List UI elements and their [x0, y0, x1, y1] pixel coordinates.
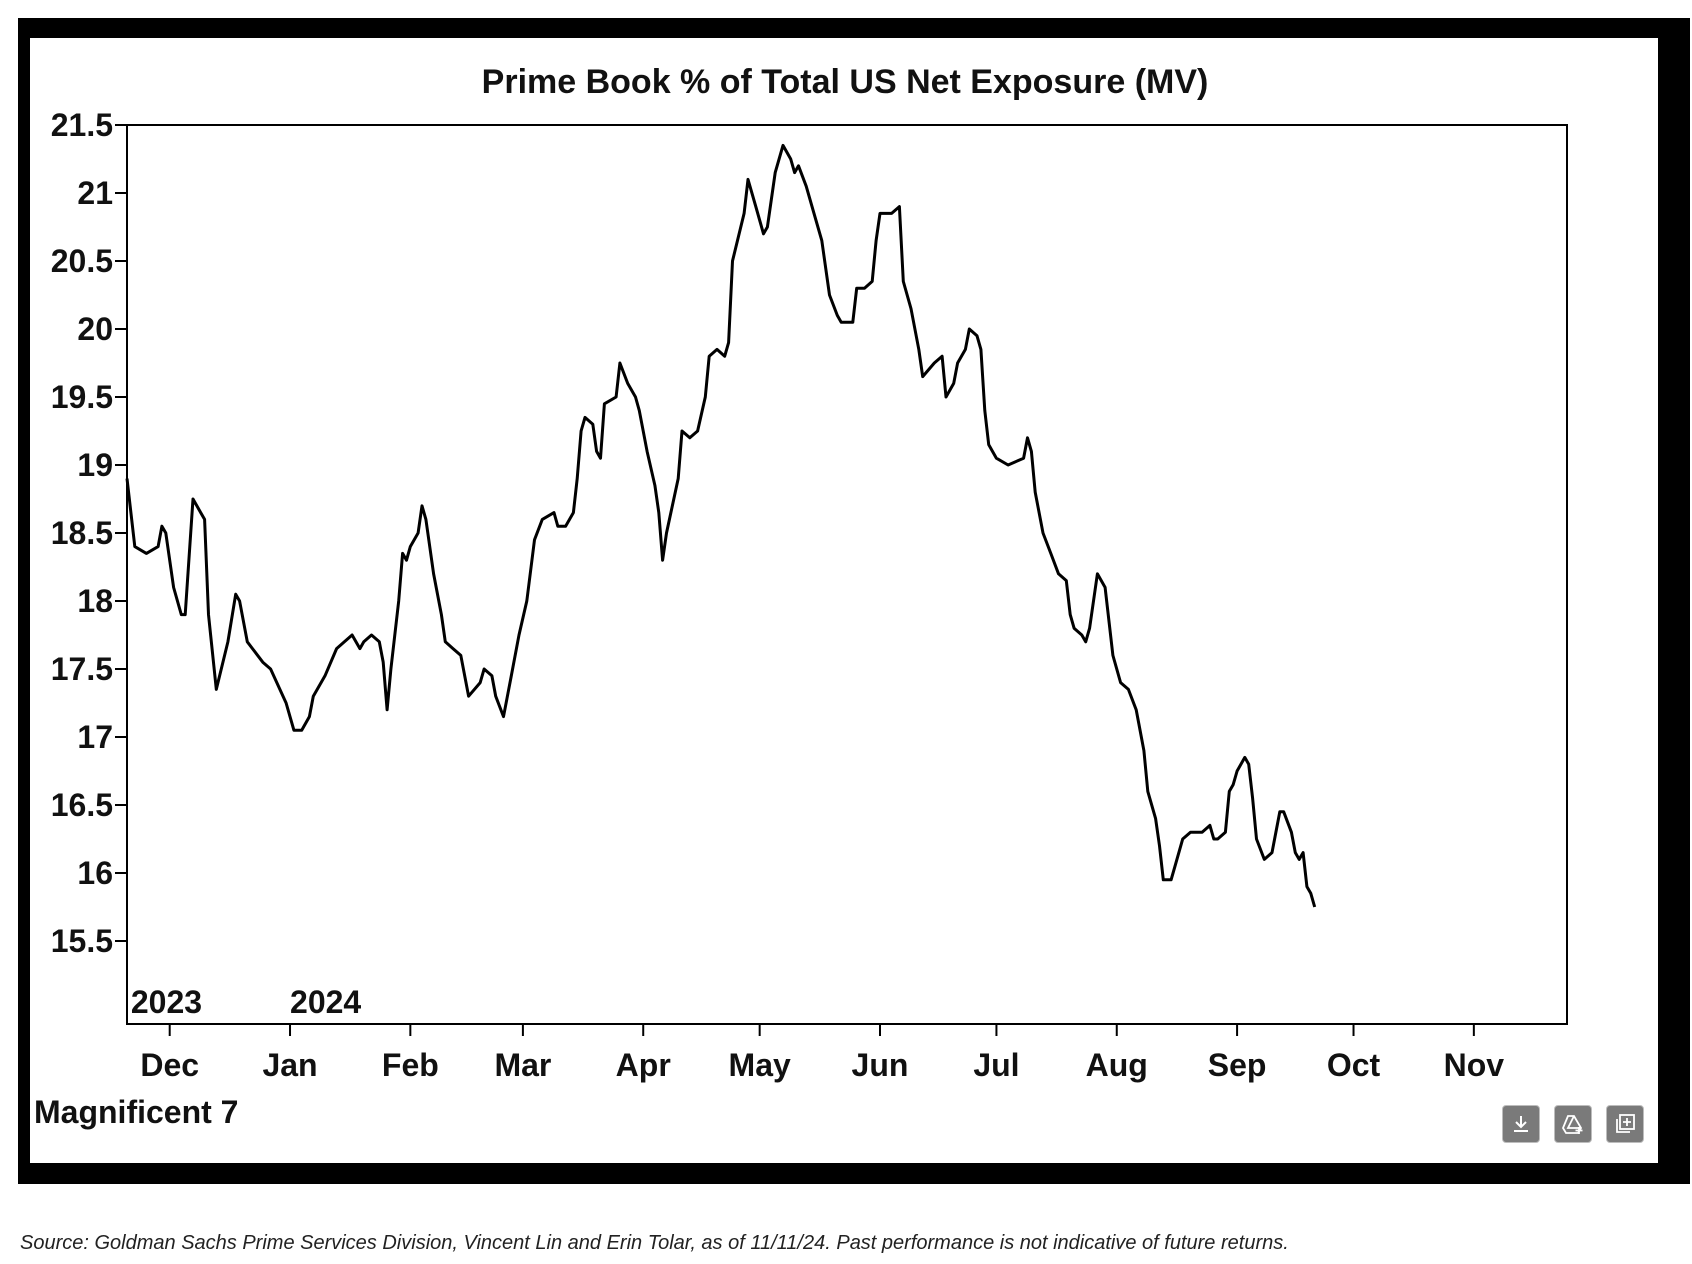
line-chart: Prime Book % of Total US Net Exposure (M… — [34, 63, 1568, 1130]
chart-title: Prime Book % of Total US Net Exposure (M… — [482, 63, 1209, 101]
chart-panel: Prime Book % of Total US Net Exposure (M… — [30, 38, 1658, 1163]
chart-frame: Prime Book % of Total US Net Exposure (M… — [18, 18, 1690, 1184]
y-tick-label: 17.5 — [51, 651, 113, 687]
download-button[interactable] — [1502, 1105, 1540, 1143]
save-to-drive-button[interactable] — [1554, 1105, 1592, 1143]
x-tick-label: Nov — [1444, 1047, 1505, 1083]
y-tick-label: 17 — [77, 719, 113, 755]
y-tick-label: 18 — [77, 583, 113, 619]
save-to-drive-icon — [1561, 1115, 1583, 1134]
x-tick-label: Oct — [1327, 1047, 1381, 1083]
year-label: 2024 — [290, 984, 361, 1020]
series-line — [125, 143, 1317, 908]
plot-area — [126, 124, 1568, 1025]
x-tick-label: Dec — [140, 1047, 199, 1083]
year-label: 2023 — [131, 984, 202, 1020]
download-icon — [1514, 1116, 1528, 1132]
x-tick-label: Mar — [494, 1047, 551, 1083]
year-labels: 2023 2024 — [131, 984, 362, 1020]
x-tick-label: Aug — [1086, 1047, 1148, 1083]
add-to-collection-icon — [1616, 1114, 1635, 1133]
source-caption: Source: Goldman Sachs Prime Services Div… — [20, 1232, 1289, 1254]
y-tick-label: 20.5 — [51, 243, 113, 279]
x-tick-label: Apr — [616, 1047, 671, 1083]
series-label: Magnificent 7 — [34, 1094, 238, 1130]
x-tick-label: May — [729, 1047, 791, 1083]
y-tick-label: 15.5 — [51, 923, 113, 959]
y-tick-label: 19.5 — [51, 379, 113, 415]
chart-toolbar — [1502, 1105, 1644, 1143]
x-axis: Dec Jan Feb Mar Apr May Jun Jul Aug Sep Oct Nov — [140, 1024, 1504, 1083]
y-tick-label: 19 — [77, 447, 113, 483]
y-tick-label: 16.5 — [51, 787, 113, 823]
series-group — [125, 143, 1317, 908]
y-tick-label: 16 — [77, 855, 113, 891]
x-tick-label: Jan — [262, 1047, 317, 1083]
x-tick-label: Jun — [852, 1047, 909, 1083]
x-tick-label: Jul — [973, 1047, 1019, 1083]
add-to-collection-button[interactable] — [1606, 1105, 1644, 1143]
y-tick-label: 21.5 — [51, 107, 113, 143]
x-tick-label: Sep — [1208, 1047, 1267, 1083]
y-tick-label: 21 — [77, 175, 113, 211]
x-tick-label: Feb — [382, 1047, 439, 1083]
y-tick-label: 18.5 — [51, 515, 113, 551]
y-axis: 15.5 16 16.5 17 17.5 18 18.5 19 19.5 20 20.5 21 21.5 — [51, 107, 127, 959]
y-tick-label: 20 — [77, 311, 113, 347]
